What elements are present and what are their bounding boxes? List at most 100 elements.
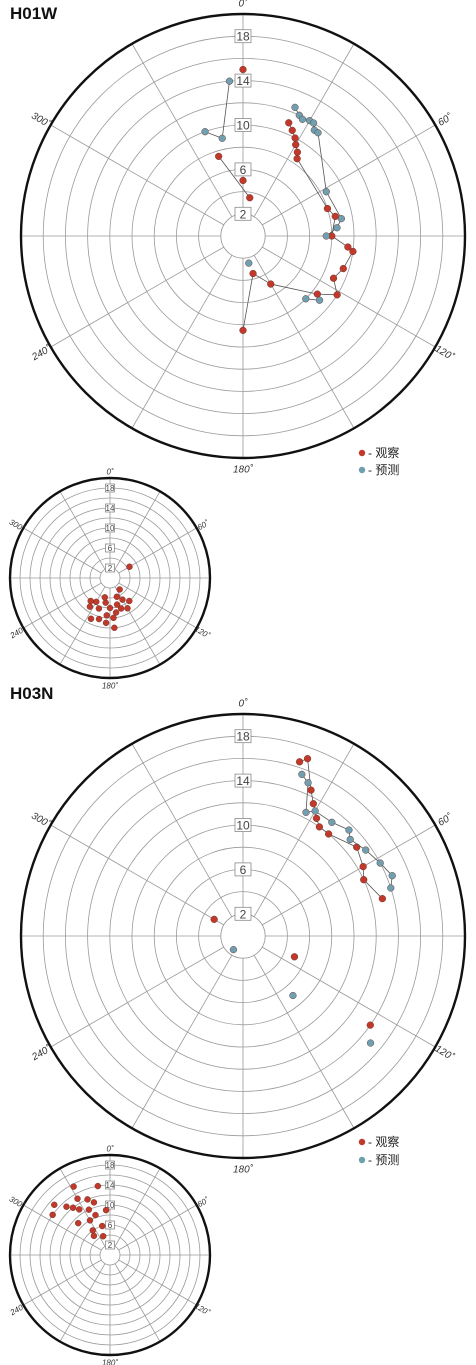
observed-point: [92, 1211, 99, 1219]
grid-spoke: [23, 1204, 102, 1251]
observed-point: [303, 755, 312, 763]
observed-point: [291, 134, 299, 142]
ring-label-box: [105, 1160, 115, 1170]
observed-point: [95, 615, 103, 623]
angle-tick-label: 300˚: [8, 1194, 27, 1210]
ring-label: 18: [236, 30, 250, 44]
observed-point: [94, 1182, 102, 1190]
ring-label: 10: [106, 1201, 115, 1210]
outer-ring: [8, 476, 212, 680]
trail-segment: [325, 191, 342, 219]
observed-point: [70, 1183, 77, 1190]
ring-label-box: [234, 73, 252, 88]
ring-label-box: [234, 729, 252, 744]
observed-point: [307, 786, 315, 794]
ring-label: 14: [106, 504, 115, 513]
predicted-point: [218, 134, 226, 142]
predicted-point: [362, 846, 370, 854]
observed-point: [84, 1196, 91, 1203]
predicted-point: [311, 807, 319, 815]
grid-spoke: [118, 582, 197, 629]
ring-label: 18: [236, 730, 250, 744]
observed-point: [87, 597, 94, 605]
observed-point: [112, 609, 120, 616]
trail-segment: [328, 833, 357, 848]
ring-label: 14: [236, 74, 250, 88]
ring-label: 6: [108, 1221, 113, 1230]
grid-spoke: [253, 955, 355, 1129]
angle-tick-label: 120˚: [433, 1043, 457, 1064]
observed-point: [353, 843, 361, 851]
ring-label-box: [105, 483, 115, 493]
predicted-point: [309, 119, 318, 127]
observed-point: [126, 563, 133, 570]
grid-spoke: [50, 246, 224, 348]
angle-tick-label: 0˚: [106, 468, 113, 477]
observed-point: [69, 1204, 77, 1211]
angle-tick-label: 60˚: [436, 111, 455, 129]
ring-label-box: [234, 906, 252, 921]
observed-point: [49, 1211, 56, 1219]
observed-point: [293, 155, 301, 163]
legend-label-predicted: - 预测: [368, 1153, 399, 1167]
grid-spoke: [59, 491, 106, 570]
observed-point: [99, 1222, 106, 1230]
angle-tick-label: 300˚: [8, 517, 27, 533]
observed-point: [313, 290, 321, 298]
grid-spoke: [253, 43, 355, 217]
grid-spoke: [131, 955, 233, 1129]
observed-point: [86, 1217, 94, 1224]
trail-segment: [221, 81, 230, 139]
angle-tick-label: 240˚: [8, 1301, 28, 1317]
grid-spoke: [118, 1259, 197, 1306]
observed-point: [210, 915, 218, 923]
observed-point: [63, 1203, 70, 1210]
predicted-point: [322, 232, 330, 240]
grid-spoke: [262, 246, 436, 348]
angle-tick-label: 60˚: [436, 811, 455, 829]
legend-marker-observed: [358, 449, 366, 457]
trail-segment: [305, 782, 309, 813]
observed-point: [95, 605, 103, 612]
predicted-point: [291, 103, 299, 111]
predicted-point: [322, 188, 330, 196]
observed-point: [295, 758, 304, 766]
observed-point: [102, 619, 110, 627]
ring-label: 18: [106, 1161, 115, 1170]
observed-point: [344, 243, 352, 251]
predicted-point: [304, 779, 312, 787]
legend-label-predicted: - 预测: [368, 463, 399, 477]
predicted-point: [201, 128, 209, 136]
predicted-point: [289, 991, 297, 1000]
grid-spoke: [262, 946, 436, 1048]
chart-title-h03n: H03N: [10, 684, 54, 703]
ring-label-box: [234, 862, 252, 877]
predicted-point: [229, 946, 238, 954]
observed-point: [111, 624, 118, 632]
grid-spoke: [114, 491, 161, 570]
observed-point: [74, 1219, 82, 1227]
observed-point: [116, 586, 123, 593]
ring-label: 14: [106, 1181, 115, 1190]
observed-point: [309, 800, 317, 808]
grid-spoke: [118, 1204, 197, 1251]
legend-label-observed: - 观察: [368, 1135, 399, 1149]
observed-point: [312, 814, 321, 822]
observed-point: [113, 601, 121, 608]
angle-tick-label: 60˚: [196, 1195, 211, 1209]
observed-point: [285, 119, 293, 127]
ring-label: 2: [108, 564, 113, 573]
observed-point: [101, 594, 109, 601]
trail-segment: [317, 132, 327, 192]
observed-point: [267, 280, 275, 288]
observed-point: [329, 274, 338, 282]
observed-point: [293, 148, 302, 156]
ring-label-box: [105, 1180, 115, 1190]
observed-point: [239, 326, 247, 334]
ring-label: 6: [240, 163, 247, 177]
predicted-point: [314, 129, 322, 137]
grid-spoke: [23, 582, 102, 629]
observed-point: [323, 204, 332, 213]
